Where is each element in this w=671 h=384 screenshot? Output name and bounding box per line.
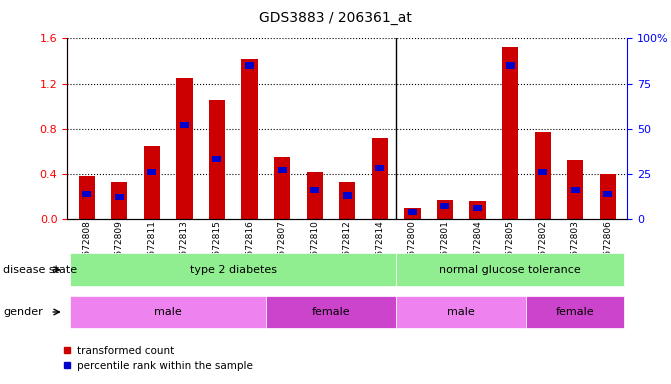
Bar — [600, 174, 616, 219]
Bar — [245, 62, 254, 69]
Text: male: male — [154, 307, 182, 317]
Legend: transformed count, percentile rank within the sample: transformed count, percentile rank withi… — [59, 341, 256, 375]
Text: male: male — [448, 307, 475, 317]
Bar — [470, 201, 486, 219]
Bar — [343, 192, 352, 199]
Bar — [242, 59, 258, 219]
Bar — [310, 187, 319, 193]
Bar — [372, 138, 388, 219]
Text: female: female — [311, 307, 350, 317]
Bar — [408, 209, 417, 215]
Bar — [213, 156, 221, 162]
Bar — [82, 190, 91, 197]
Bar — [274, 157, 291, 219]
Bar — [111, 182, 127, 219]
Bar — [535, 132, 551, 219]
Bar — [148, 169, 156, 175]
Text: type 2 diabetes: type 2 diabetes — [190, 265, 276, 275]
Bar — [209, 101, 225, 219]
Bar — [506, 62, 515, 69]
Bar — [473, 205, 482, 211]
Bar — [567, 160, 583, 219]
Bar — [115, 194, 123, 200]
Bar — [180, 122, 189, 128]
Text: gender: gender — [3, 307, 43, 317]
Bar — [307, 172, 323, 219]
Text: disease state: disease state — [3, 265, 77, 275]
Bar — [144, 146, 160, 219]
Bar — [538, 169, 547, 175]
Bar — [375, 165, 384, 171]
Text: normal glucose tolerance: normal glucose tolerance — [440, 265, 581, 275]
Bar — [339, 182, 356, 219]
Bar — [176, 78, 193, 219]
Bar — [404, 208, 421, 219]
Text: female: female — [556, 307, 595, 317]
Bar — [603, 190, 613, 197]
Bar — [571, 187, 580, 193]
Bar — [440, 203, 450, 209]
Bar — [437, 200, 453, 219]
Bar — [278, 167, 287, 173]
Text: GDS3883 / 206361_at: GDS3883 / 206361_at — [259, 11, 412, 25]
Bar — [79, 176, 95, 219]
Bar — [502, 47, 518, 219]
